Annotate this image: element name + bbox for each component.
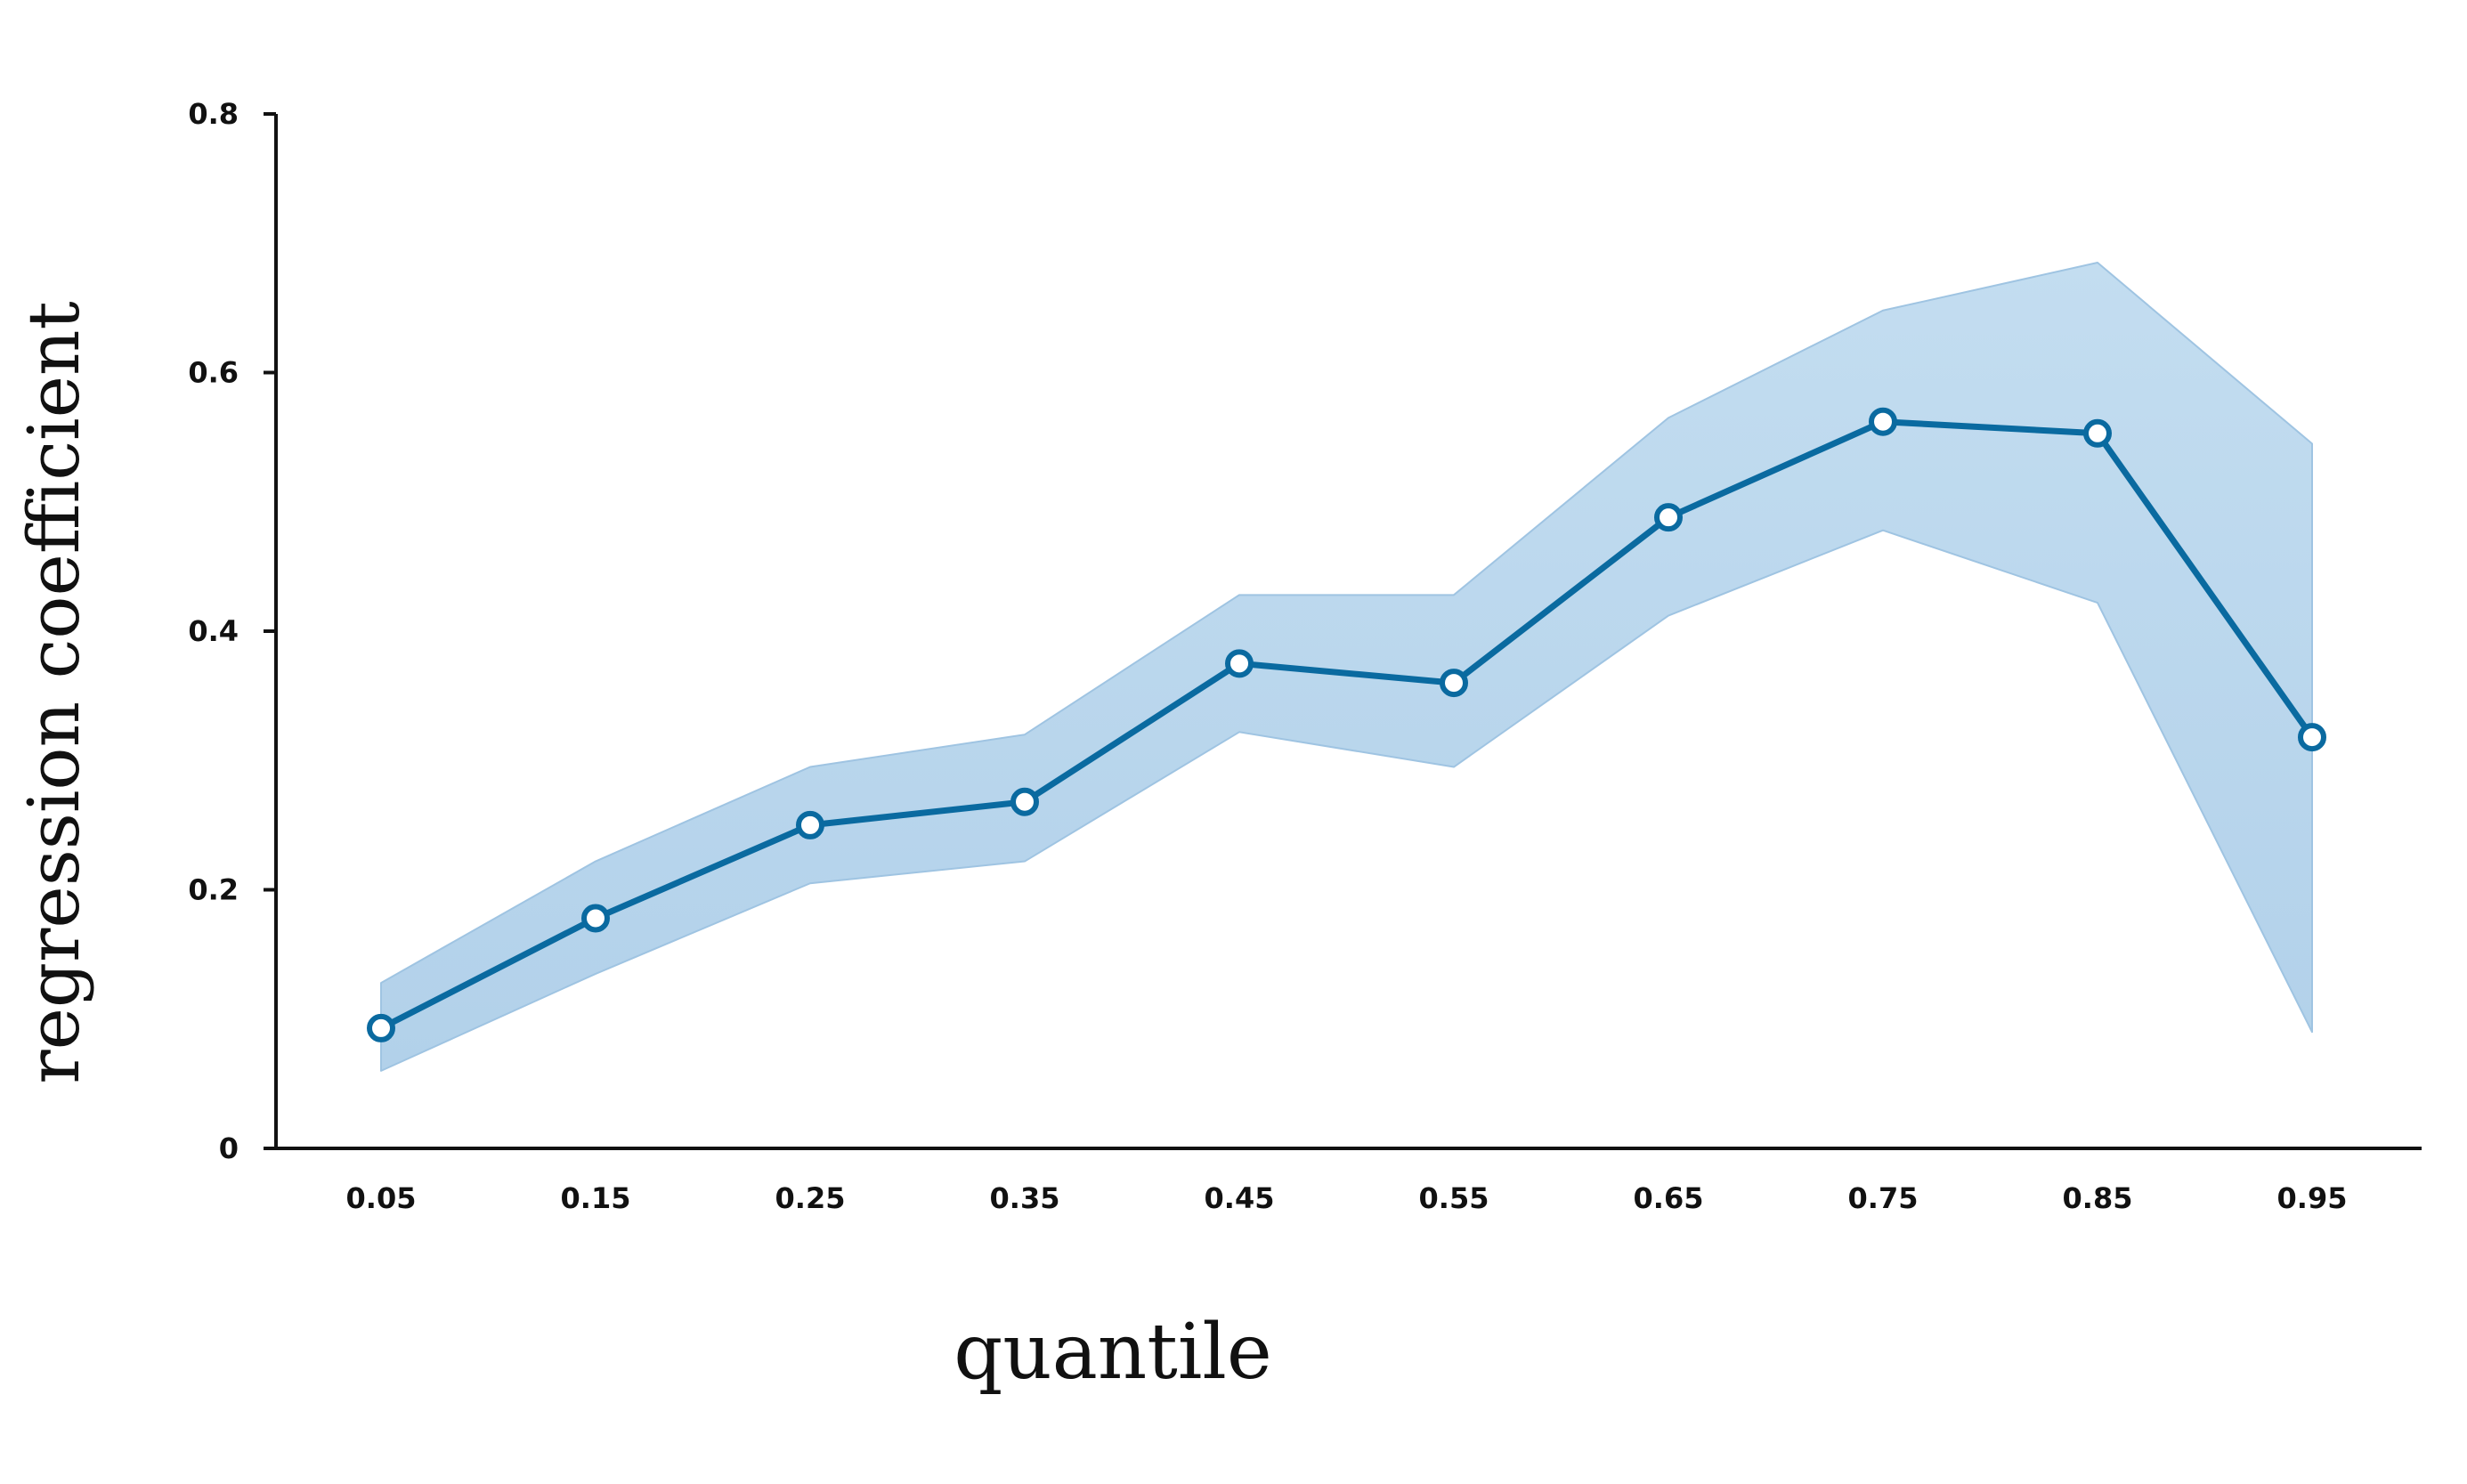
data-point	[1869, 407, 1897, 436]
y-tick-label: 0.2	[188, 873, 239, 907]
x-tick-label: 0.85	[2063, 1181, 2133, 1215]
x-tick-label: 0.05	[346, 1181, 417, 1215]
data-point	[1225, 649, 1254, 678]
data-point	[367, 1013, 395, 1042]
y-tick-label: 0.6	[188, 356, 239, 390]
data-point	[2083, 418, 2112, 448]
y-tick-label: 0	[219, 1131, 239, 1165]
x-tick-label: 0.65	[1634, 1181, 1704, 1215]
data-point	[2298, 723, 2326, 752]
x-axis-title: quantile	[954, 1308, 1272, 1397]
x-tick-label: 0.25	[775, 1181, 846, 1215]
x-tick-label: 0.45	[1205, 1181, 1275, 1215]
data-point	[581, 904, 610, 933]
y-tick-label: 0.4	[188, 614, 239, 648]
confidence-band	[380, 262, 2313, 1072]
x-tick-label: 0.55	[1419, 1181, 1489, 1215]
y-tick-label: 0.8	[188, 97, 239, 131]
x-tick-label: 0.15	[561, 1181, 631, 1215]
data-point	[796, 810, 824, 839]
x-tick-label: 0.75	[1848, 1181, 1919, 1215]
data-point	[1440, 669, 1468, 698]
y-axis-title: regression coefficient	[12, 301, 95, 1083]
series-line	[377, 418, 2316, 1032]
data-point	[1010, 787, 1039, 816]
data-point	[1654, 503, 1683, 532]
x-tick-label: 0.35	[990, 1181, 1060, 1215]
x-tick-label: 0.95	[2277, 1181, 2348, 1215]
